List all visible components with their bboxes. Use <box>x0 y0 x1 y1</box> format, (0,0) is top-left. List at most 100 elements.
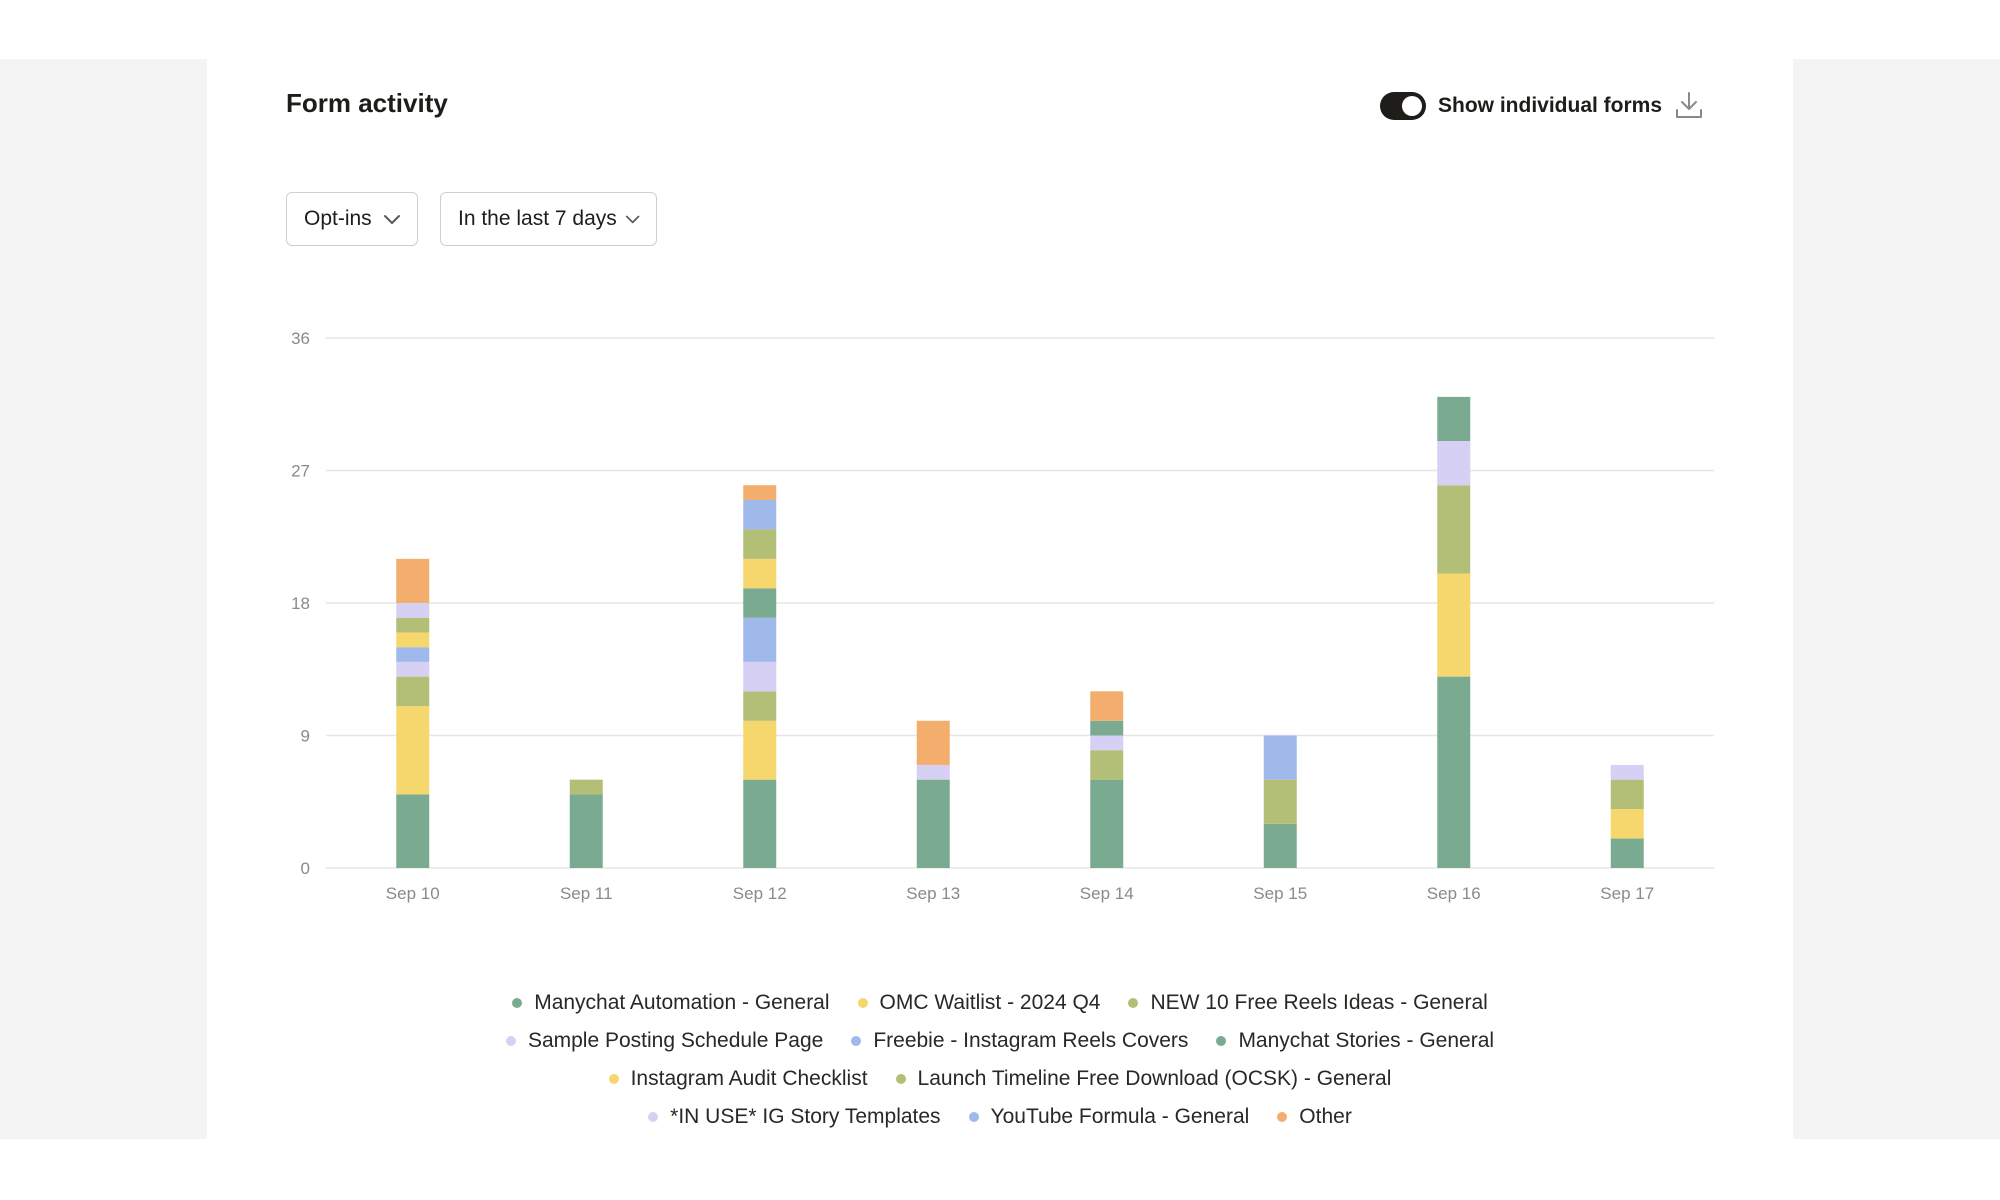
x-tick-label: Sep 13 <box>906 884 960 903</box>
legend-swatch <box>895 1074 906 1084</box>
x-tick-label: Sep 14 <box>1080 884 1134 903</box>
legend-swatch <box>968 1112 979 1122</box>
legend-row: Manychat Automation - General OMC Waitlis… <box>380 984 1620 1022</box>
metric-dropdown[interactable]: Opt-ins <box>286 192 418 246</box>
legend-swatch <box>648 1112 659 1122</box>
legend-swatch <box>608 1074 619 1084</box>
bar-segment <box>743 499 777 530</box>
legend-item[interactable]: Instagram Audit Checklist <box>608 1067 868 1091</box>
legend-item[interactable]: NEW 10 Free Reels Ideas - General <box>1128 991 1488 1015</box>
bar-segment <box>743 779 777 868</box>
bar-segment <box>396 632 430 648</box>
bar-segment <box>569 794 603 868</box>
bar-segment <box>743 691 777 721</box>
y-tick-label: 9 <box>301 727 310 746</box>
legend-item[interactable]: YouTube Formula - General <box>968 1105 1250 1129</box>
bar-segment <box>396 706 430 795</box>
legend-row: Sample Posting Schedule Page Freebie - In… <box>380 1022 1620 1060</box>
legend-label: YouTube Formula - General <box>990 1105 1250 1128</box>
legend-item[interactable]: Manychat Stories - General <box>1216 1029 1494 1053</box>
bar-segment <box>1437 485 1471 574</box>
legend-label: Launch Timeline Free Download (OCSK) - G… <box>917 1067 1392 1090</box>
bar-segment <box>1437 396 1471 442</box>
legend-item[interactable]: Freebie - Instagram Reels Covers <box>851 1029 1188 1053</box>
bar-segment <box>1610 779 1644 810</box>
bar-segment <box>916 720 950 765</box>
bar-segment <box>396 661 430 677</box>
bar-segment <box>1610 838 1644 868</box>
legend-item[interactable]: Launch Timeline Free Download (OCSK) - G… <box>895 1067 1392 1091</box>
date-range-dropdown[interactable]: In the last 7 days <box>440 192 657 246</box>
legend-swatch <box>1277 1112 1288 1122</box>
legend-row: Instagram Audit Checklist Launch Timeline… <box>380 1060 1620 1098</box>
bar-segment <box>1263 823 1297 868</box>
bar-segment <box>1090 779 1124 868</box>
y-tick-label: 0 <box>301 859 310 878</box>
bar-segment <box>396 603 430 618</box>
y-tick-label: 18 <box>291 594 310 613</box>
bar-segment <box>569 779 603 795</box>
legend-item[interactable]: Manychat Automation - General <box>512 991 830 1015</box>
legend-swatch <box>1216 1036 1227 1046</box>
bar-segment <box>1090 750 1124 780</box>
bar-segment <box>1263 735 1297 780</box>
legend-item[interactable]: Sample Posting Schedule Page <box>505 1029 824 1053</box>
legend-label: NEW 10 Free Reels Ideas - General <box>1150 991 1488 1014</box>
bar-segment <box>1090 735 1124 751</box>
bar-segment <box>1090 720 1124 736</box>
bar-segment <box>916 779 950 868</box>
x-tick-label: Sep 10 <box>386 884 440 903</box>
bar-segment <box>1090 691 1124 721</box>
x-tick-label: Sep 12 <box>733 884 787 903</box>
legend-swatch <box>857 998 868 1008</box>
legend-swatch <box>851 1036 862 1046</box>
chevron-down-icon <box>384 215 400 224</box>
x-tick-label: Sep 17 <box>1600 884 1654 903</box>
legend-row: *IN USE* IG Story Templates YouTube Formu… <box>380 1098 1620 1136</box>
bar-segment <box>743 485 777 500</box>
page-title: Form activity <box>286 88 448 118</box>
metric-dropdown-label: Opt-ins <box>304 207 372 230</box>
bar-segment <box>743 588 777 618</box>
bar-segment <box>396 676 430 707</box>
bar-segment <box>1263 779 1297 824</box>
bar-segment <box>396 794 430 868</box>
download-icon[interactable] <box>1673 89 1705 121</box>
toggle-knob <box>1402 96 1422 116</box>
bar-segment <box>743 558 777 589</box>
page-background-right <box>1793 59 2000 1139</box>
legend-label: Sample Posting Schedule Page <box>527 1029 824 1052</box>
bar-segment <box>1437 573 1471 677</box>
legend-item[interactable]: Other <box>1277 1105 1352 1129</box>
bar-segment <box>743 529 777 559</box>
chart-legend: Manychat Automation - General OMC Waitlis… <box>380 984 1620 1136</box>
x-tick-label: Sep 11 <box>560 884 613 903</box>
legend-label: Instagram Audit Checklist <box>630 1067 868 1090</box>
legend-label: Manychat Automation - General <box>534 991 830 1014</box>
bar-segment <box>396 647 430 662</box>
y-tick-label: 27 <box>291 462 310 481</box>
date-range-dropdown-label: In the last 7 days <box>458 207 617 230</box>
chevron-down-icon <box>625 215 640 224</box>
legend-label: Manychat Stories - General <box>1238 1029 1495 1052</box>
legend-swatch <box>512 998 523 1008</box>
toggle-switch[interactable] <box>1380 92 1426 120</box>
bar-segment <box>743 720 777 780</box>
bar-segment <box>1437 676 1471 868</box>
bar-segment <box>396 617 430 633</box>
legend-item[interactable]: OMC Waitlist - 2024 Q4 <box>857 991 1101 1015</box>
legend-swatch <box>1128 998 1139 1008</box>
show-individual-forms-toggle[interactable]: Show individual forms <box>1380 92 1662 120</box>
toggle-label: Show individual forms <box>1438 94 1663 117</box>
bar-segment <box>1437 441 1471 486</box>
page-background-left <box>0 59 207 1139</box>
x-tick-label: Sep 16 <box>1427 884 1481 903</box>
stacked-bar-chart: 0 9 18 27 36 Sep 10 Sep 11 Sep 12 Sep 13 Sep 14 Se… <box>291 329 1714 903</box>
bar-segment <box>743 661 777 692</box>
bar-segment <box>396 558 430 603</box>
legend-item[interactable]: *IN USE* IG Story Templates <box>648 1105 941 1129</box>
x-tick-label: Sep 15 <box>1253 884 1307 903</box>
y-tick-label: 36 <box>291 329 310 348</box>
legend-label: Other <box>1299 1105 1352 1128</box>
legend-label: OMC Waitlist - 2024 Q4 <box>879 991 1101 1014</box>
